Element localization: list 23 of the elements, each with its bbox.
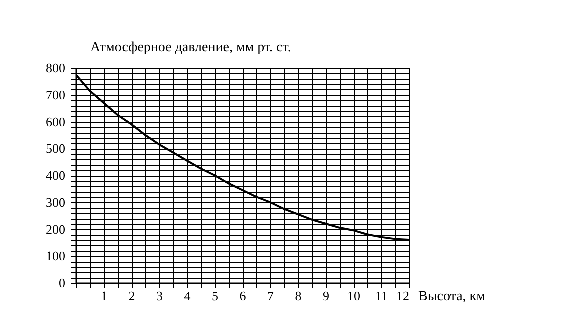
x-tick-label: 7: [268, 288, 274, 304]
y-tick-label: 700: [46, 87, 66, 102]
x-tick-label: 1: [101, 288, 108, 304]
x-tick-label: 9: [323, 288, 330, 304]
x-tick-label: 11: [375, 288, 388, 304]
x-tick-label: 10: [348, 288, 360, 304]
y-tick-label: 300: [46, 194, 66, 210]
x-tick-label: 6: [240, 288, 247, 304]
y-tick-label: 600: [46, 114, 66, 130]
x-tick-label: 2: [128, 288, 136, 304]
y-tick-label: 0: [59, 276, 66, 290]
y-tick-label: 400: [46, 168, 66, 183]
x-tick-label: 8: [295, 288, 302, 304]
x-axis-title: Высота, км: [418, 290, 486, 304]
y-tick-label: 800: [46, 60, 66, 76]
x-tick-label: 3: [156, 288, 163, 304]
y-tick-label: 500: [46, 141, 66, 156]
x-tick-label: 12: [396, 288, 410, 304]
y-axis-title: Атмосферное давление, мм рт. ст.: [90, 40, 292, 56]
x-tick-label: 4: [184, 288, 192, 304]
y-tick-label: 100: [46, 248, 66, 264]
y-tick-label: 200: [46, 222, 66, 237]
x-tick-label: 5: [212, 288, 218, 304]
